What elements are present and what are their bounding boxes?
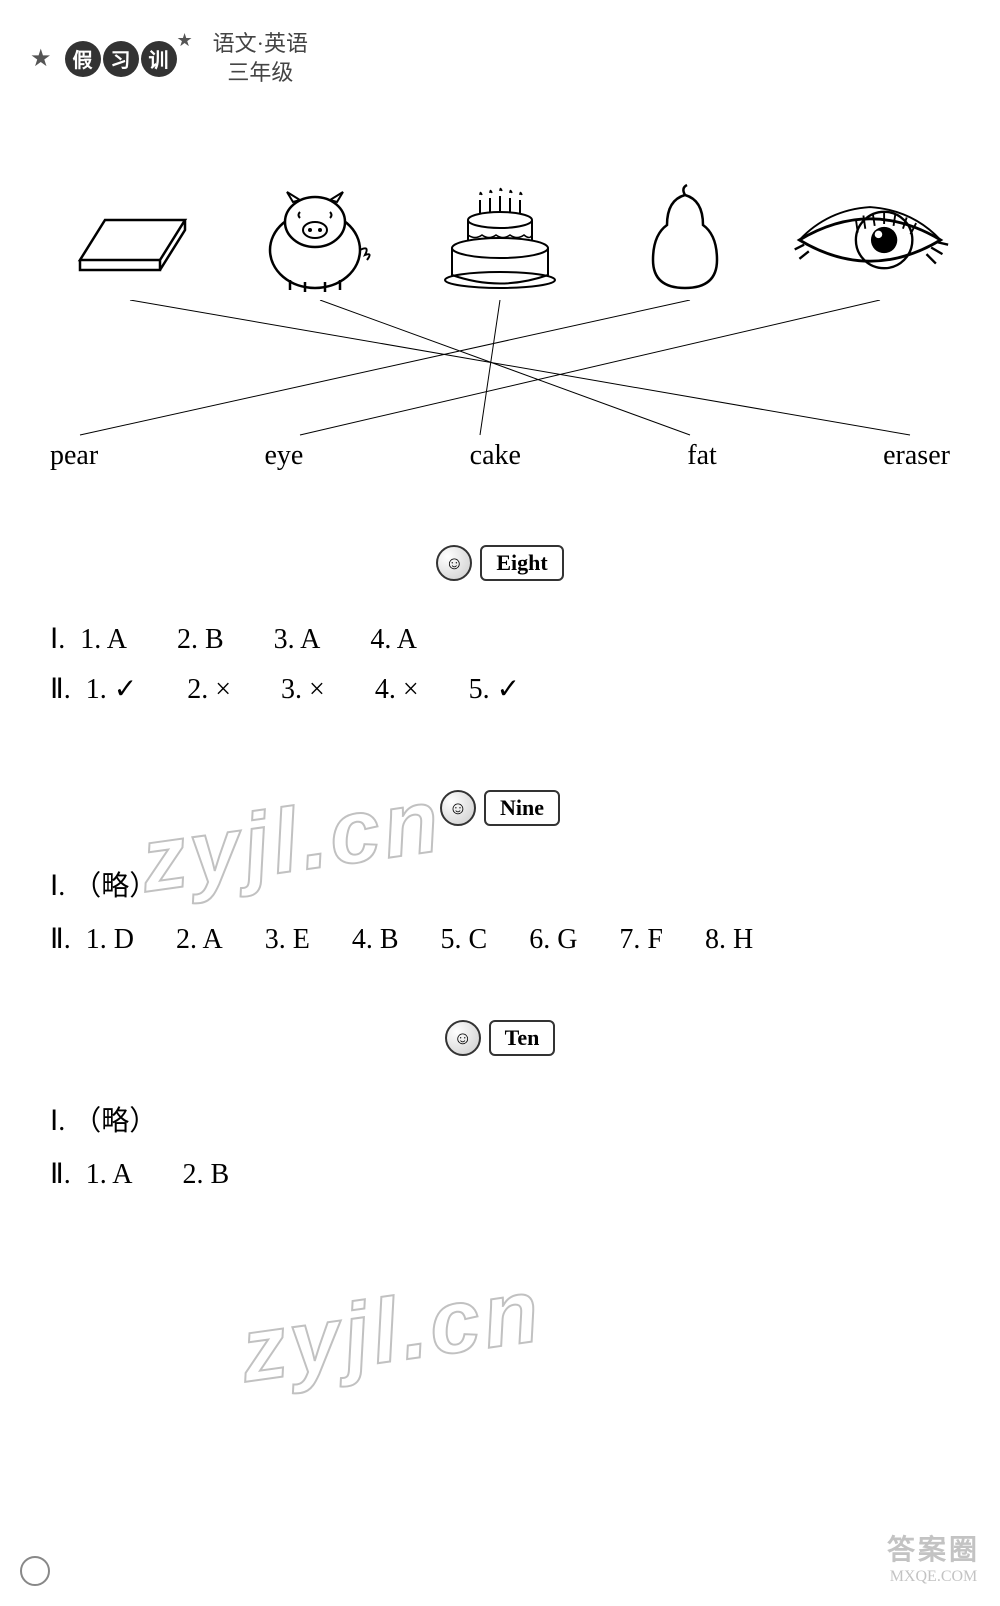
page-header: ★ 假 习 训 ★ 语文·英语 三年级: [30, 30, 308, 87]
matching-images-row: [50, 180, 950, 300]
smiley-icon: ☺: [440, 790, 476, 826]
smiley-icon: ☺: [445, 1020, 481, 1056]
nine-row-2: Ⅱ. 1. D 2. A 3. E 4. B 5. C 6. G 7. F 8.…: [50, 913, 753, 966]
word-eye: eye: [265, 440, 304, 472]
eight-r2-prefix: Ⅱ.: [50, 674, 71, 705]
nine-r2-prefix: Ⅱ.: [50, 924, 71, 955]
logo-char-2: 习: [103, 41, 139, 77]
header-subject: 语文·英语 三年级: [213, 30, 308, 87]
ten-r1-text: （略）: [73, 1106, 157, 1137]
footer-line1: 答案圈: [887, 1528, 980, 1568]
section-ten-label: Ten: [489, 1020, 556, 1056]
nine-r2-5: 5. C: [441, 913, 488, 966]
eight-row-1: Ⅰ. 1. A 2. B 3. A 4. A: [50, 615, 520, 665]
watermark-2: zyjl.cn: [234, 1259, 548, 1403]
section-eight-badge: ☺ Eight: [0, 545, 1000, 581]
nine-r2-6: 6. G: [529, 913, 577, 966]
nine-r2-8: 8. H: [705, 913, 753, 966]
footer-line2: MXQE.COM: [887, 1568, 980, 1586]
logo-circles: 假 习 训: [65, 41, 177, 77]
eight-r1-1: 1. A: [80, 624, 127, 655]
image-pig: [235, 180, 395, 300]
logo-char-1: 假: [65, 41, 101, 77]
ten-row-1: Ⅰ. （略）: [50, 1095, 229, 1148]
eight-r1-4: 4. A: [370, 615, 417, 665]
subject-line1: 语文·英语: [213, 30, 308, 59]
nine-r2-1: 1. D: [86, 924, 134, 955]
logo-char-3: 训: [141, 41, 177, 77]
subject-line2: 三年级: [213, 59, 308, 88]
ten-r2-2: 2. B: [182, 1148, 229, 1201]
eight-r2-4: 4. ×: [375, 665, 419, 715]
nine-r2-3: 3. E: [265, 913, 310, 966]
section-ten-badge: ☺ Ten: [0, 1020, 1000, 1056]
section-eight-label: Eight: [480, 545, 563, 581]
smiley-icon: ☺: [436, 545, 472, 581]
section-eight: ☺ Eight: [0, 545, 1000, 581]
eight-r2-5: 5. ✓: [469, 665, 520, 715]
section-nine-label: Nine: [484, 790, 560, 826]
ten-r2-1: 1. A: [86, 1159, 133, 1190]
word-eraser: eraser: [883, 440, 950, 472]
image-eye: [790, 180, 950, 300]
star-icon-small: ★: [177, 30, 193, 51]
matching-lines: [50, 300, 950, 440]
nine-r1-prefix: Ⅰ.: [50, 871, 65, 902]
word-fat: fat: [687, 440, 717, 472]
nine-r2-2: 2. A: [176, 913, 223, 966]
eight-row-2: Ⅱ. 1. ✓ 2. × 3. × 4. × 5. ✓: [50, 665, 520, 715]
footer-watermark: 答案圈 MXQE.COM: [887, 1528, 980, 1586]
ten-r1-prefix: Ⅰ.: [50, 1106, 65, 1137]
eight-r2-3: 3. ×: [281, 665, 325, 715]
word-cake: cake: [470, 440, 521, 472]
eight-r1-2: 2. B: [177, 615, 224, 665]
nine-r2-7: 7. F: [619, 913, 663, 966]
answers-eight: Ⅰ. 1. A 2. B 3. A 4. A Ⅱ. 1. ✓ 2. × 3. ×…: [50, 615, 520, 716]
eight-r1-prefix: Ⅰ.: [50, 624, 65, 655]
eight-r2-1: 1. ✓: [86, 674, 137, 705]
ten-row-2: Ⅱ. 1. A 2. B: [50, 1148, 229, 1201]
nine-r2-4: 4. B: [352, 913, 399, 966]
answers-ten: Ⅰ. （略） Ⅱ. 1. A 2. B: [50, 1095, 229, 1201]
matching-words-row: pear eye cake fat eraser: [50, 440, 950, 472]
word-pear: pear: [50, 440, 98, 472]
image-cake: [420, 180, 580, 300]
ten-r2-prefix: Ⅱ.: [50, 1159, 71, 1190]
image-eraser: [50, 180, 210, 300]
star-icon: ★: [30, 44, 52, 73]
section-ten: ☺ Ten: [0, 1020, 1000, 1056]
image-pear: [605, 180, 765, 300]
eight-r1-3: 3. A: [274, 615, 321, 665]
page-number-circle: [20, 1556, 50, 1586]
eight-r2-2: 2. ×: [187, 665, 231, 715]
